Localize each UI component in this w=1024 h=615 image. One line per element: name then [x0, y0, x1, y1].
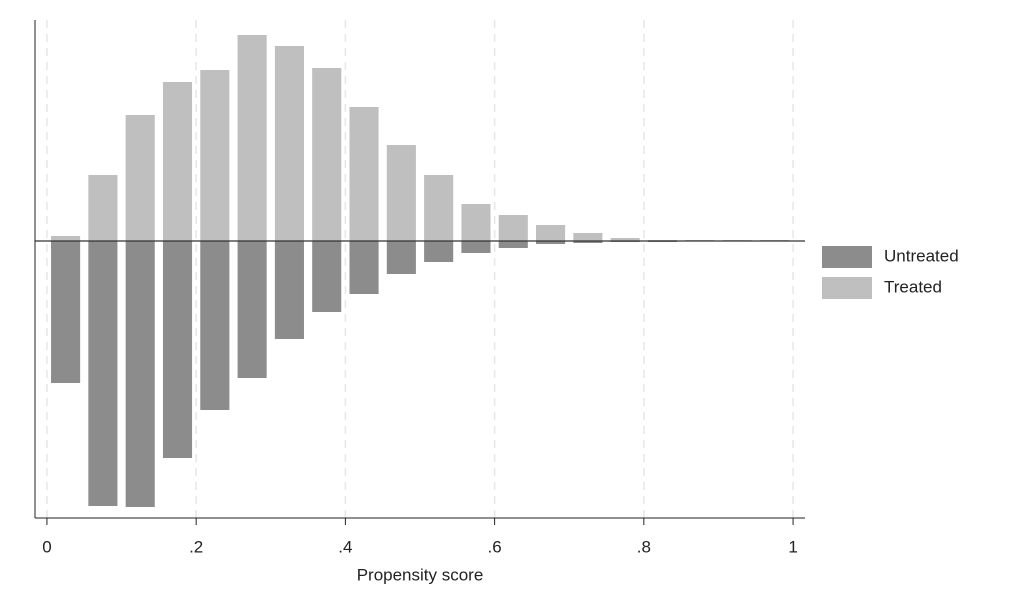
bar: [88, 175, 118, 241]
x-tick-label: .2: [189, 537, 203, 556]
bar: [125, 115, 155, 241]
bar: [237, 35, 267, 241]
bar: [88, 241, 118, 506]
bar: [349, 241, 379, 294]
bar: [51, 241, 81, 383]
x-axis-label: Propensity score: [357, 565, 484, 584]
bar: [349, 107, 379, 241]
bar: [162, 82, 193, 241]
bar: [424, 241, 454, 262]
x-tick-label: .6: [488, 537, 502, 556]
bar: [461, 204, 491, 241]
bar: [162, 241, 193, 458]
bar: [200, 241, 230, 410]
bar: [51, 236, 81, 241]
bar: [424, 175, 454, 241]
bar: [498, 215, 528, 241]
bar: [200, 70, 230, 241]
bar: [461, 241, 491, 253]
x-tick-label: .8: [637, 537, 651, 556]
legend-label: Untreated: [884, 246, 959, 265]
bar: [274, 241, 304, 339]
bar: [312, 241, 342, 312]
x-tick-label: .4: [338, 537, 352, 556]
x-tick-label: 1: [788, 537, 797, 556]
bar: [386, 145, 416, 241]
legend-label: Treated: [884, 277, 942, 296]
bar: [573, 241, 603, 243]
bar: [274, 46, 304, 241]
bar: [237, 241, 267, 378]
bar: [536, 225, 566, 241]
bar: [498, 241, 528, 248]
bar: [125, 241, 155, 507]
bar: [573, 233, 603, 241]
bar: [536, 241, 566, 244]
legend-swatch: [822, 277, 872, 299]
bar: [386, 241, 416, 274]
bar: [610, 238, 640, 241]
bar: [312, 68, 342, 241]
x-tick-label: 0: [42, 537, 51, 556]
legend-swatch: [822, 246, 872, 268]
